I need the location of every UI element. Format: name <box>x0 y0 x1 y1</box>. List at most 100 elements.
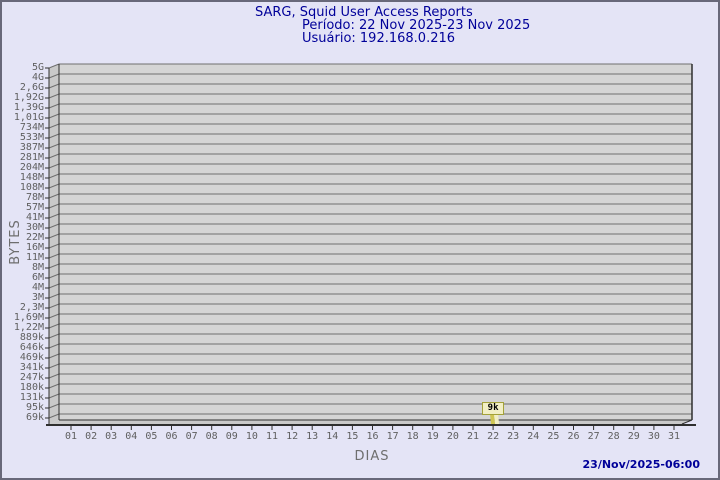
y-tick-label: 108M <box>19 182 44 193</box>
x-tick-label: 25 <box>547 431 560 442</box>
y-tick-label: 341k <box>19 362 44 373</box>
wall-gridline <box>48 183 60 189</box>
x-tick-label: 24 <box>527 431 540 442</box>
generated-timestamp: 23/Nov/2025-06:00 <box>582 458 700 471</box>
x-tick-label: 01 <box>64 431 78 442</box>
wall-gridline <box>48 293 60 299</box>
y-tick-label: 95k <box>25 402 44 413</box>
x-tick-label: 17 <box>386 431 399 442</box>
y-tick-label: 11M <box>25 252 44 263</box>
y-tick-label: 1,69M <box>13 312 44 323</box>
y-tick-label: 6M <box>31 272 44 283</box>
wall-gridline <box>48 273 60 279</box>
y-tick-label: 69k <box>25 412 44 423</box>
wall-gridline <box>48 223 60 229</box>
y-axis-title: BYTES <box>8 219 23 265</box>
x-tick-label: 30 <box>647 431 660 442</box>
x-tick-label: 26 <box>567 431 580 442</box>
x-tick-label: 03 <box>105 431 118 442</box>
wall-gridline <box>48 63 60 69</box>
wall-gridline <box>48 243 60 249</box>
x-tick-label: 19 <box>426 431 439 442</box>
x-tick-label: 16 <box>366 431 379 442</box>
floor-right-edge <box>681 419 693 425</box>
wall-gridline <box>48 333 60 339</box>
wall-gridline <box>48 233 60 239</box>
y-tick-label: 204M <box>19 162 44 173</box>
wall-gridline <box>48 303 60 309</box>
y-tick-label: 5G <box>31 62 44 73</box>
wall-gridline <box>48 93 60 99</box>
y-tick-label: 1,22M <box>13 322 44 333</box>
chart-user-subtitle: Usuário: 192.168.0.216 <box>302 31 456 46</box>
y-tick-label: 734M <box>19 122 44 133</box>
chart-title: SARG, Squid User Access Reports <box>255 5 473 20</box>
wall-gridline <box>48 393 60 399</box>
x-tick-label: 27 <box>587 431 600 442</box>
y-tick-label: 1,01G <box>13 112 44 123</box>
data-point-flag: 9k <box>482 402 505 415</box>
y-tick-label: 8M <box>31 262 44 273</box>
wall-gridline <box>48 353 60 359</box>
y-tick-label: 16M <box>25 242 44 253</box>
y-tick-label: 2,3M <box>19 302 44 313</box>
wall-gridline <box>48 373 60 379</box>
x-tick-label: 07 <box>185 431 198 442</box>
x-tick-label: 18 <box>406 431 419 442</box>
wall-gridline <box>48 203 60 209</box>
wall-gridline <box>48 403 60 409</box>
plot-floor <box>49 420 692 424</box>
plot-left-wall <box>49 64 59 424</box>
y-tick-label: 646k <box>19 342 44 353</box>
wall-gridline <box>48 73 60 79</box>
wall-gridline <box>48 263 60 269</box>
flag-stem <box>490 415 496 424</box>
x-tick-label: 31 <box>667 431 681 442</box>
wall-gridline <box>48 103 60 109</box>
wall-gridline <box>48 133 60 139</box>
x-tick-label: 06 <box>165 431 178 442</box>
wall-gridline <box>48 313 60 319</box>
wall-gridline <box>48 413 60 419</box>
y-tick-label: 131k <box>19 392 44 403</box>
x-tick-label: 08 <box>205 431 218 442</box>
x-tick-label: 11 <box>265 431 279 442</box>
x-tick-label: 28 <box>607 431 620 442</box>
wall-gridline <box>48 253 60 259</box>
y-tick-label: 533M <box>19 132 44 143</box>
y-tick-label: 247k <box>19 372 44 383</box>
y-tick-label: 2,6G <box>19 82 44 93</box>
plot-area <box>59 64 692 420</box>
x-tick-label: 21 <box>466 431 480 442</box>
x-tick-label: 09 <box>225 431 238 442</box>
y-tick-label: 22M <box>25 232 44 243</box>
y-tick-label: 4M <box>31 282 44 293</box>
y-tick-label: 387M <box>19 142 44 153</box>
wall-gridline <box>48 163 60 169</box>
wall-gridline <box>48 113 60 119</box>
x-tick-label: 15 <box>346 431 359 442</box>
wall-gridline <box>48 173 60 179</box>
y-tick-label: 281M <box>19 152 44 163</box>
x-tick-label: 14 <box>326 431 339 442</box>
y-tick-label: 889k <box>19 332 44 343</box>
wall-gridline <box>48 83 60 89</box>
x-tick-label: 04 <box>125 431 138 442</box>
y-tick-label: 3M <box>31 292 44 303</box>
y-tick-label: 148M <box>19 172 44 183</box>
x-axis-title: DIAS <box>354 449 390 464</box>
x-tick-label: 22 <box>487 431 500 442</box>
y-tick-label: 469k <box>19 352 44 363</box>
x-tick-label: 05 <box>145 431 158 442</box>
wall-gridline <box>48 363 60 369</box>
wall-gridline <box>48 383 60 389</box>
flag-stem-highlight <box>494 415 500 424</box>
wall-gridline <box>48 323 60 329</box>
y-tick-label: 4G <box>31 72 44 83</box>
y-tick-label: 41M <box>25 212 44 223</box>
x-tick-label: 02 <box>85 431 98 442</box>
y-tick-label: 1,92G <box>13 92 44 103</box>
x-tick-label: 10 <box>245 431 258 442</box>
wall-gridline <box>48 193 60 199</box>
wall-gridline <box>48 143 60 149</box>
